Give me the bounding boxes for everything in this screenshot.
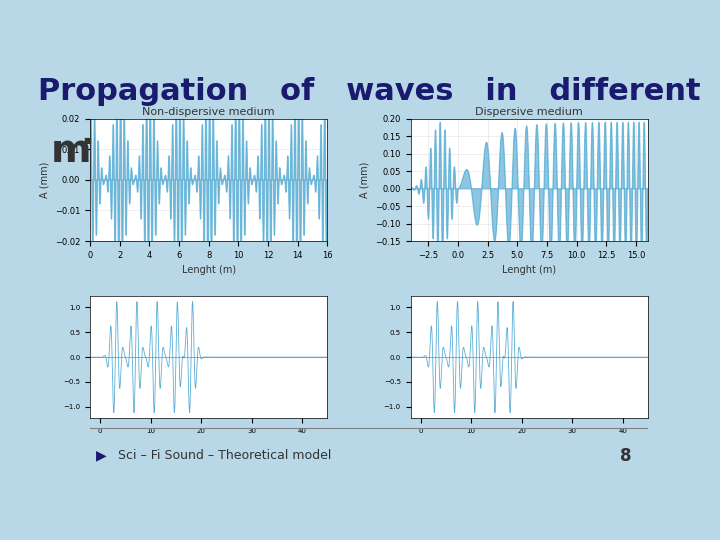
Text: Propagation   of   waves   in   different: Propagation of waves in different xyxy=(37,77,701,106)
X-axis label: Lenght (m): Lenght (m) xyxy=(503,265,557,275)
Y-axis label: A (mm): A (mm) xyxy=(40,162,50,198)
Title: Non-dispersive medium: Non-dispersive medium xyxy=(143,107,275,117)
Text: ■: ■ xyxy=(83,136,91,145)
X-axis label: Lenght (m): Lenght (m) xyxy=(181,265,235,275)
Text: ▶: ▶ xyxy=(96,449,107,463)
Text: Sci – Fi Sound – Theoretical model: Sci – Fi Sound – Theoretical model xyxy=(118,449,331,462)
Text: 8: 8 xyxy=(620,447,631,464)
Title: Dispersive medium: Dispersive medium xyxy=(475,107,583,117)
Y-axis label: A (mm): A (mm) xyxy=(360,162,370,198)
Text: m: m xyxy=(50,132,91,170)
